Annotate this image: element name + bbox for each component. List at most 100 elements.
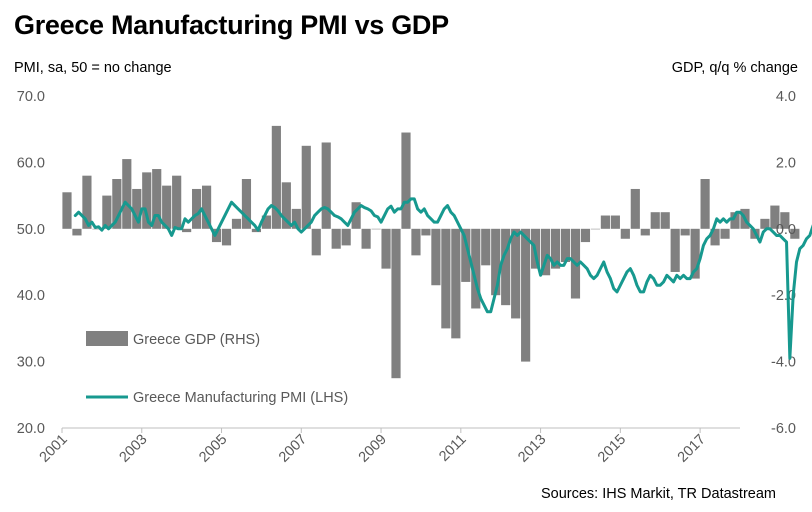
gdp-bar xyxy=(431,228,441,286)
gdp-bar xyxy=(251,228,262,233)
gdp-bar xyxy=(790,228,800,239)
gdp-bar xyxy=(620,228,630,239)
gdp-bar xyxy=(82,175,92,229)
gdp-bar xyxy=(471,228,481,309)
gdp-bar xyxy=(132,188,142,229)
gdp-bar xyxy=(421,228,431,236)
legend-label-pmi: Greece Manufacturing PMI (LHS) xyxy=(133,390,348,406)
gdp-bar xyxy=(481,228,491,266)
left-tick-label: 30.0 xyxy=(17,355,45,371)
pmi-line xyxy=(73,197,812,360)
gdp-bar xyxy=(730,212,740,229)
gdp-bar xyxy=(650,212,660,229)
gdp-bar xyxy=(780,212,790,229)
gdp-bar xyxy=(261,215,271,229)
gdp-bar xyxy=(491,228,501,296)
right-tick-label: 4.0 xyxy=(776,89,796,105)
gdp-bar xyxy=(660,212,670,229)
gdp-bar xyxy=(391,228,401,379)
gdp-bar xyxy=(710,228,720,246)
gdp-bar xyxy=(92,228,102,230)
gdp-bar xyxy=(680,228,690,236)
gdp-bar xyxy=(670,228,680,272)
right-axis-label: GDP, q/q % change xyxy=(671,60,798,76)
gdp-bar xyxy=(162,185,172,229)
gdp-bar xyxy=(122,159,132,229)
gdp-bar xyxy=(152,169,162,229)
gdp-bar xyxy=(630,188,640,229)
gdp-bar xyxy=(142,172,152,229)
x-tick-label: 2005 xyxy=(196,432,230,466)
legend-label-gdp: Greece GDP (RHS) xyxy=(133,332,260,348)
gdp-bar xyxy=(361,228,371,249)
gdp-bar xyxy=(560,228,571,262)
gdp-bar xyxy=(441,228,451,329)
left-tick-label: 70.0 xyxy=(17,89,45,105)
gdp-bar xyxy=(610,215,620,229)
x-tick-label: 2017 xyxy=(675,432,709,466)
x-tick-label: 2011 xyxy=(436,432,469,465)
gdp-bar xyxy=(381,228,391,269)
gdp-bar xyxy=(271,125,281,229)
gdp-bar xyxy=(112,179,122,229)
left-tick-label: 60.0 xyxy=(17,155,45,171)
gdp-bar xyxy=(580,228,591,243)
gdp-bar xyxy=(241,179,252,229)
gdp-bar xyxy=(501,228,511,306)
gdp-bar xyxy=(331,228,341,249)
gdp-bar xyxy=(371,228,381,230)
right-tick-label: -4.0 xyxy=(771,355,796,371)
chart-title: Greece Manufacturing PMI vs GDP xyxy=(14,10,449,40)
gdp-bar xyxy=(102,195,112,229)
gdp-bar xyxy=(521,228,531,362)
x-tick-label: 2009 xyxy=(356,432,390,466)
gdp-bar xyxy=(231,218,242,229)
gdp-bar xyxy=(720,228,730,239)
gdp-bar xyxy=(72,228,82,236)
gdp-bar xyxy=(550,228,561,269)
left-tick-label: 20.0 xyxy=(17,421,45,437)
left-tick-label: 50.0 xyxy=(17,222,45,238)
gdp-bar xyxy=(700,179,710,229)
gdp-bars xyxy=(62,125,800,379)
right-tick-label: -6.0 xyxy=(771,421,796,437)
x-tick-label: 2015 xyxy=(595,432,629,466)
gdp-bar xyxy=(341,228,351,246)
gdp-bar xyxy=(640,228,650,236)
right-tick-label: 2.0 xyxy=(776,155,796,171)
gdp-bar xyxy=(540,228,551,276)
gdp-bar xyxy=(351,202,361,229)
gdp-bar xyxy=(62,192,72,229)
gdp-bar xyxy=(201,185,212,229)
gdp-bar xyxy=(600,215,610,229)
legend: Greece GDP (RHS) Greece Manufacturing PMI… xyxy=(86,331,348,406)
gdp-bar xyxy=(770,205,780,229)
x-tick-label: 2003 xyxy=(116,432,150,466)
gdp-bar xyxy=(192,188,202,229)
gdp-bar xyxy=(281,182,291,229)
gdp-bar xyxy=(590,228,601,230)
gdp-bar xyxy=(511,228,521,319)
x-tick-label: 2013 xyxy=(515,432,549,466)
gdp-bar xyxy=(760,218,770,229)
gdp-bar xyxy=(690,228,700,279)
gdp-bar xyxy=(301,145,311,229)
gdp-bar xyxy=(411,228,421,256)
gdp-bar xyxy=(461,228,471,282)
gdp-bar xyxy=(221,228,232,246)
gdp-bar xyxy=(451,228,461,339)
gdp-bar xyxy=(311,228,321,256)
gdp-bar xyxy=(182,228,192,233)
x-tick-label: 2007 xyxy=(276,432,310,466)
gdp-bar xyxy=(291,208,301,229)
source-note: Sources: IHS Markit, TR Datastream xyxy=(540,486,776,502)
left-tick-label: 40.0 xyxy=(17,288,45,304)
right-tick-label: 0.0 xyxy=(776,222,796,238)
legend-swatch-gdp xyxy=(86,331,128,346)
left-axis-label: PMI, sa, 50 = no change xyxy=(14,60,172,76)
gdp-bar xyxy=(172,175,182,229)
right-tick-label: -2.0 xyxy=(771,288,796,304)
gdp-bar xyxy=(321,142,331,229)
gdp-bar xyxy=(401,132,411,229)
